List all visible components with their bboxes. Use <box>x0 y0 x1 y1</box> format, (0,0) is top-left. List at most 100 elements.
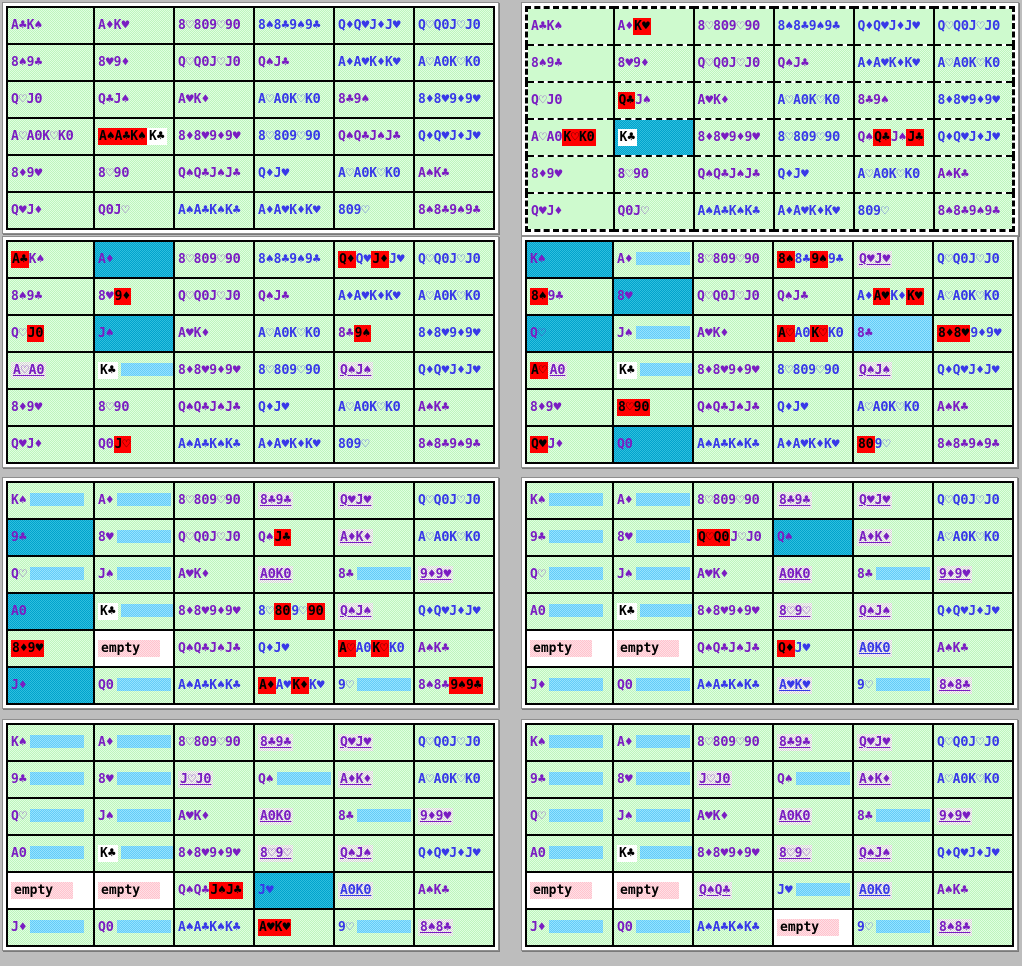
cell-r4c1[interactable]: AΘ <box>525 834 614 873</box>
cell-r1c3[interactable]: 8♡8Θ9♡9Θ <box>173 723 255 762</box>
cell-r6c4[interactable]: A♦A♥K♦K♥ <box>253 191 335 230</box>
cell-r2c4[interactable]: Q♠J♣ <box>253 43 335 82</box>
cell-r2c1[interactable]: 9♣ <box>6 518 95 557</box>
cell-r6c5[interactable]: 9♡ <box>852 666 934 705</box>
cell-r3c1[interactable]: Q♡JΘ <box>6 80 95 119</box>
cell-r2c4[interactable]: Q♠J♣ <box>772 44 855 83</box>
cell-r6c5[interactable]: 8Θ9♡ <box>852 425 934 464</box>
cell-r5c1[interactable]: 8♦9♥ <box>6 388 95 427</box>
cell-r4c4[interactable]: 8♡9♡ <box>253 834 335 873</box>
cell-r3c5[interactable]: 8♣9♠ <box>333 314 415 353</box>
cell-r6c4[interactable]: A♥K♥ <box>253 908 335 947</box>
cell-r5c4[interactable]: Q♦J♥ <box>253 388 335 427</box>
cell-r3c3[interactable]: A♥K♦ <box>173 555 255 594</box>
cell-r3c3[interactable]: A♥K♦ <box>173 314 255 353</box>
cell-r5c1[interactable]: empty <box>525 629 614 668</box>
cell-r5c4[interactable]: J♥ <box>772 871 854 910</box>
cell-r6c1[interactable]: J♦ <box>6 908 95 947</box>
cell-r4c4[interactable]: 8♡9♡ <box>772 592 854 631</box>
cell-r3c1[interactable]: Q♡ <box>525 555 614 594</box>
cell-r1c2[interactable]: A♦K♥ <box>93 6 175 45</box>
cell-r6c4[interactable]: empty <box>772 908 854 947</box>
cell-r5c6[interactable]: A♠K♣ <box>413 388 495 427</box>
cell-r2c3[interactable]: Q♡QΘJ♡JΘ <box>692 44 775 83</box>
cell-r3c4[interactable]: AΘKΘ <box>253 555 335 594</box>
cell-r2c4[interactable]: Q♠ <box>772 760 854 799</box>
cell-r2c3[interactable]: Q♡QΘJ♡JΘ <box>692 518 774 557</box>
cell-r5c3[interactable]: Q♠Q♣J♠J♣ <box>692 629 774 668</box>
cell-r5c3[interactable]: Q♠Q♣J♠J♣ <box>173 154 255 193</box>
cell-r3c2[interactable]: J♠ <box>93 797 175 836</box>
cell-r6c6[interactable]: 8♠8♣ <box>932 666 1014 705</box>
cell-r5c2[interactable]: empty <box>612 629 694 668</box>
cell-r4c4[interactable]: 8♡8Θ9♡9Θ <box>772 118 855 157</box>
cell-r4c5[interactable]: Q♠J♠ <box>333 592 415 631</box>
cell-r4c5[interactable]: Q♠J♠ <box>852 592 934 631</box>
cell-r3c4[interactable]: A♡AΘK♡KΘ <box>253 314 335 353</box>
cell-r6c5[interactable]: 9♡ <box>333 666 415 705</box>
cell-r1c6[interactable]: Q♡QΘJ♡JΘ <box>413 240 495 279</box>
cell-r1c4[interactable]: 8♣9♣ <box>772 723 854 762</box>
cell-r3c1[interactable]: Q♡ <box>6 797 95 836</box>
cell-r4c2[interactable]: K♣ <box>93 834 175 873</box>
cell-r5c5[interactable]: A♡AΘK♡KΘ <box>333 388 415 427</box>
cell-r4c1[interactable]: AΘ <box>525 592 614 631</box>
cell-r5c4[interactable]: Q♦J♥ <box>253 629 335 668</box>
cell-r5c3[interactable]: Q♠Q♣J♠J♣ <box>692 388 774 427</box>
cell-r3c6[interactable]: 8♦8♥9♦9♥ <box>413 80 495 119</box>
cell-r4c4[interactable]: 8♡8Θ9♡9Θ <box>253 351 335 390</box>
cell-r3c5[interactable]: 8♣9♠ <box>852 81 935 120</box>
cell-r4c6[interactable]: Q♦Q♥J♦J♥ <box>932 351 1014 390</box>
cell-r4c6[interactable]: Q♦Q♥J♦J♥ <box>932 592 1014 631</box>
cell-r3c2[interactable]: J♠ <box>612 555 694 594</box>
cell-r6c6[interactable]: 8♠8♣9♠9♣ <box>413 666 495 705</box>
cell-r1c1[interactable]: K♠ <box>525 723 614 762</box>
cell-r2c5[interactable]: A♦A♥K♦K♥ <box>333 277 415 316</box>
cell-r6c5[interactable]: 8Θ9♡ <box>852 192 935 232</box>
cell-r1c2[interactable]: A♦ <box>612 240 694 279</box>
cell-r6c2[interactable]: QΘJ♡ <box>93 425 175 464</box>
cell-r4c6[interactable]: Q♦Q♥J♦J♥ <box>932 118 1015 157</box>
cell-r3c6[interactable]: 8♦8♥9♦9♥ <box>413 314 495 353</box>
cell-r5c2[interactable]: 8♡9Θ <box>93 154 175 193</box>
cell-r2c2[interactable]: 8♥9♦ <box>612 44 695 83</box>
cell-r5c6[interactable]: A♠K♣ <box>932 388 1014 427</box>
cell-r2c3[interactable]: Q♡QΘJ♡JΘ <box>173 518 255 557</box>
cell-r4c4[interactable]: 8♡8Θ9♡9Θ <box>772 351 854 390</box>
cell-r2c3[interactable]: J♡JΘ <box>173 760 255 799</box>
cell-r4c4[interactable]: 8♡8Θ9♡9Θ <box>253 592 335 631</box>
cell-r6c2[interactable]: QΘ <box>93 908 175 947</box>
cell-r4c1[interactable]: A♡AΘ <box>6 351 95 390</box>
cell-r1c5[interactable]: Q♥J♥ <box>852 240 934 279</box>
cell-r6c1[interactable]: Q♥J♦ <box>6 191 95 230</box>
cell-r3c2[interactable]: J♠ <box>612 797 694 836</box>
cell-r5c5[interactable]: A♡AΘK♡KΘ <box>852 155 935 194</box>
cell-r3c4[interactable]: A♡AΘK♡KΘ <box>253 80 335 119</box>
cell-r2c3[interactable]: Q♡QΘJ♡JΘ <box>692 277 774 316</box>
cell-r1c4[interactable]: 8♣9♣ <box>772 481 854 520</box>
cell-r5c4[interactable]: Q♦J♥ <box>772 155 855 194</box>
cell-r5c2[interactable]: 8♡9Θ <box>93 388 175 427</box>
cell-r1c5[interactable]: Q♦Q♥J♦J♥ <box>333 240 415 279</box>
cell-r3c3[interactable]: A♥K♦ <box>692 797 774 836</box>
cell-r1c4[interactable]: 8♠8♣9♠9♣ <box>772 6 855 46</box>
cell-r2c1[interactable]: 9♣ <box>525 760 614 799</box>
cell-r5c6[interactable]: A♠K♣ <box>932 155 1015 194</box>
cell-r6c5[interactable]: 9♡ <box>333 908 415 947</box>
cell-r1c1[interactable]: K♠ <box>525 481 614 520</box>
cell-r3c5[interactable]: 8♣ <box>852 555 934 594</box>
cell-r4c2[interactable]: K♣ <box>612 592 694 631</box>
cell-r1c1[interactable]: A♣K♠ <box>6 240 95 279</box>
cell-r6c3[interactable]: A♠A♣K♠K♣ <box>173 425 255 464</box>
cell-r1c1[interactable]: K♠ <box>525 240 614 279</box>
cell-r6c6[interactable]: 8♠8♣ <box>413 908 495 947</box>
cell-r2c2[interactable]: 8♥ <box>93 518 175 557</box>
cell-r6c6[interactable]: 8♠8♣9♠9♣ <box>413 425 495 464</box>
cell-r1c5[interactable]: Q♥J♥ <box>852 723 934 762</box>
cell-r6c4[interactable]: A♦A♥K♦K♥ <box>772 192 855 232</box>
cell-r2c4[interactable]: Q♠J♣ <box>253 277 335 316</box>
cell-r2c6[interactable]: A♡AΘK♡KΘ <box>932 277 1014 316</box>
cell-r5c6[interactable]: A♠K♣ <box>932 629 1014 668</box>
cell-r6c2[interactable]: QΘ <box>612 425 694 464</box>
cell-r1c2[interactable]: A♦ <box>612 723 694 762</box>
